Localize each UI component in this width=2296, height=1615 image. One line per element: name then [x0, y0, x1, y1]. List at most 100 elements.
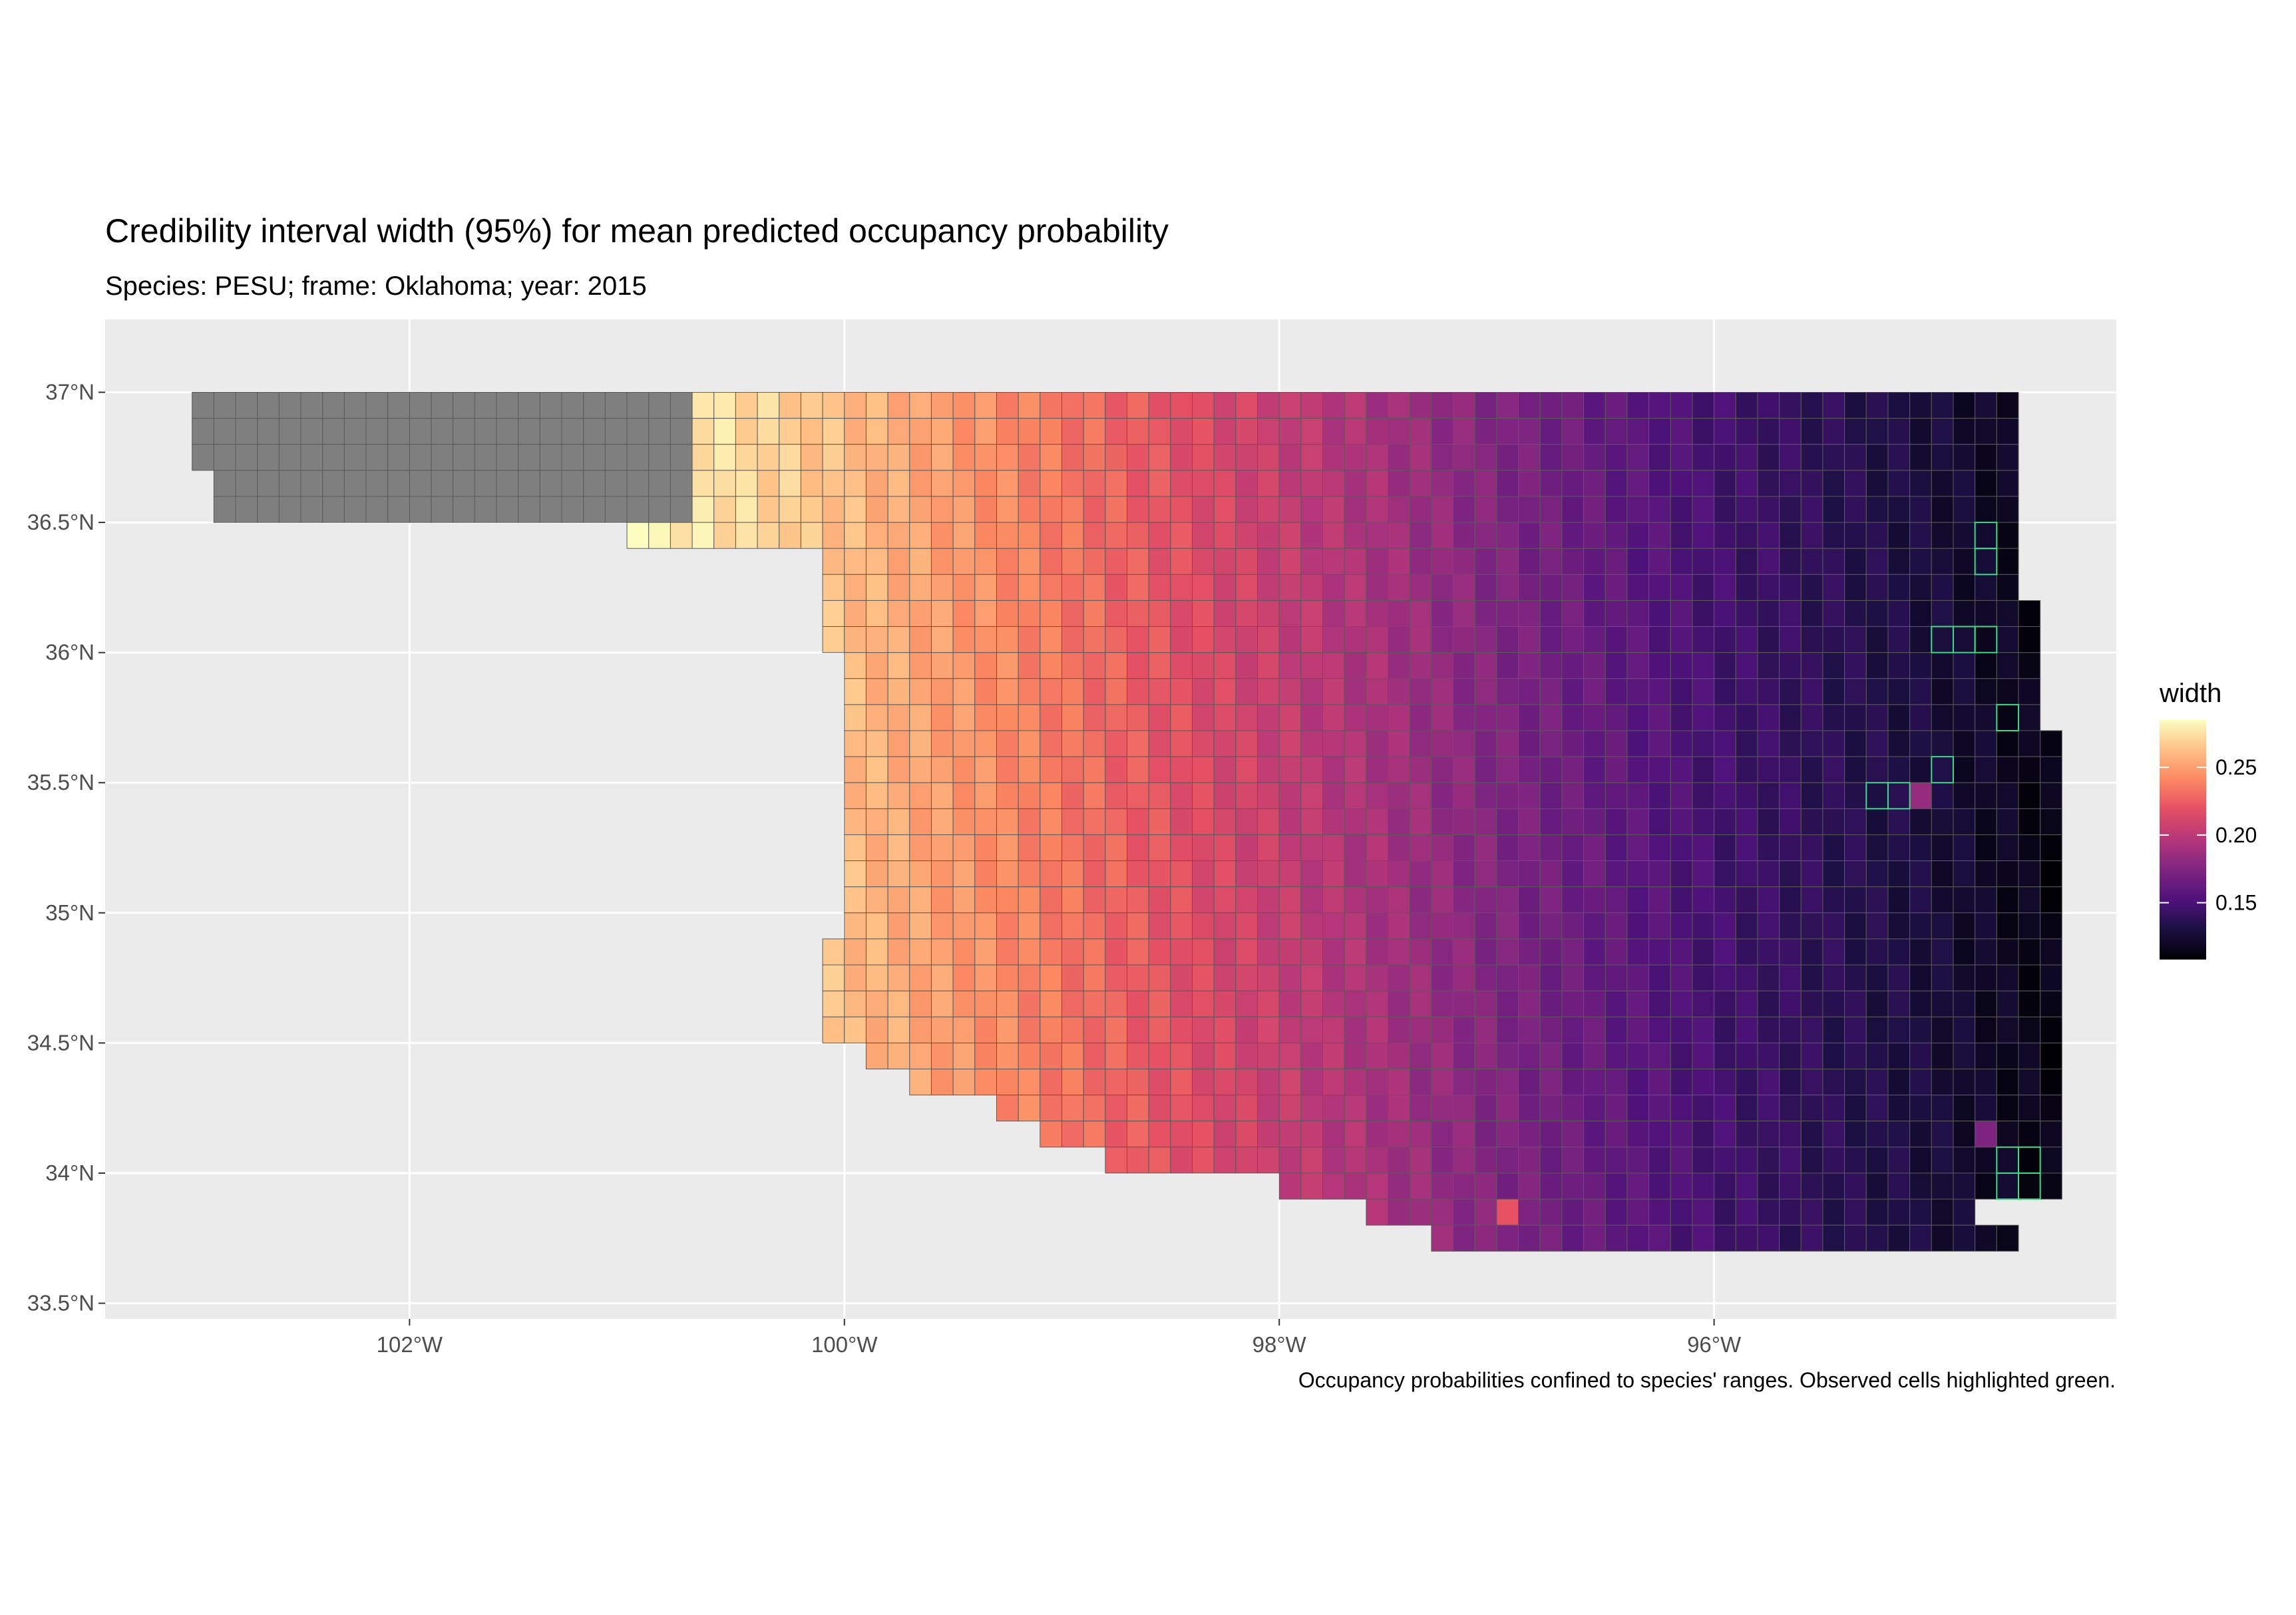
- map-cell: [974, 548, 997, 575]
- map-cell: [1909, 522, 1932, 549]
- map-cell: [1213, 1069, 1237, 1096]
- map-cell: [1388, 912, 1410, 940]
- map-cell: [1561, 756, 1585, 783]
- map-cell: [865, 704, 888, 731]
- map-cell: [1061, 392, 1084, 419]
- map-cell: [626, 444, 650, 471]
- map-cell: [1605, 392, 1628, 419]
- map-cell: [1366, 704, 1389, 731]
- map-cell: [1496, 938, 1519, 966]
- map-cell: [1192, 1069, 1215, 1096]
- map-cell: [1518, 756, 1541, 783]
- map-cell: [1322, 1147, 1345, 1174]
- map-cell: [1909, 496, 1932, 523]
- map-cell: [1714, 626, 1736, 653]
- map-cell: [1626, 392, 1650, 419]
- map-cell: [1213, 1095, 1237, 1122]
- map-cell: [1626, 1198, 1650, 1226]
- map-cell: [1235, 1147, 1258, 1174]
- map-cell: [930, 886, 954, 914]
- map-cell: [930, 1069, 954, 1096]
- map-cell: [1496, 964, 1519, 991]
- map-cell: [1409, 782, 1432, 809]
- map-cell: [2018, 886, 2041, 914]
- map-cell: [1844, 1172, 1867, 1200]
- map-cell: [1735, 1016, 1758, 1043]
- map-cell: [1865, 392, 1889, 419]
- map-cell: [1213, 444, 1237, 471]
- map-cell: [1931, 860, 1954, 888]
- map-cell: [1170, 1095, 1193, 1122]
- map-cell: [1474, 912, 1497, 940]
- map-cell: [844, 418, 866, 445]
- map-cell: [909, 444, 932, 471]
- map-cell: [1735, 938, 1758, 966]
- map-cell: [1865, 1172, 1889, 1200]
- map-cell: [1714, 990, 1736, 1017]
- map-cell: [844, 990, 866, 1017]
- map-cell: [1909, 1016, 1932, 1043]
- map-cell: [865, 1042, 888, 1070]
- map-cell: [1409, 418, 1432, 445]
- map-cell: [322, 418, 345, 445]
- map-cell: [1975, 990, 1997, 1017]
- map-cell: [1496, 1095, 1519, 1122]
- map-cell: [1648, 678, 1671, 705]
- map-cell: [1757, 1016, 1780, 1043]
- map-cell: [1626, 964, 1650, 991]
- map-cell: [1800, 678, 1823, 705]
- map-cell: [1518, 496, 1541, 523]
- map-cell: [1366, 626, 1389, 653]
- map-cell: [1278, 678, 1302, 705]
- legend-break-label: 0.15: [2215, 891, 2257, 915]
- map-cell: [1822, 470, 1845, 497]
- map-cell: [1648, 392, 1671, 419]
- map-cell: [1561, 964, 1585, 991]
- map-cell: [1757, 522, 1780, 549]
- map-cell: [800, 444, 823, 471]
- map-cell: [1409, 1198, 1432, 1226]
- map-cell: [996, 418, 1019, 445]
- map-cell: [1235, 990, 1258, 1017]
- map-cell: [2018, 964, 2041, 991]
- map-cell: [1300, 1016, 1324, 1043]
- map-cell: [1409, 1147, 1432, 1174]
- map-cell: [1322, 652, 1345, 679]
- map-cell: [1670, 886, 1693, 914]
- map-cell: [1605, 418, 1628, 445]
- map-cell: [1539, 782, 1563, 809]
- map-cell: [1474, 470, 1497, 497]
- map-cell: [1975, 886, 1997, 914]
- map-cell: [1322, 886, 1345, 914]
- map-cell: [1648, 808, 1671, 835]
- map-cell: [1605, 860, 1628, 888]
- map-cell: [930, 938, 954, 966]
- map-cell: [1496, 600, 1519, 628]
- map-cell: [1996, 574, 2019, 601]
- map-cell: [1453, 990, 1475, 1017]
- map-cell: [496, 418, 519, 445]
- map-cell: [278, 496, 301, 523]
- map-cell: [1909, 444, 1932, 471]
- map-cell: [1605, 756, 1628, 783]
- map-cell: [1605, 990, 1628, 1017]
- map-cell: [1670, 860, 1693, 888]
- map-cell: [1344, 1095, 1367, 1122]
- map-cell: [1865, 912, 1889, 940]
- map-cell: [1278, 756, 1302, 783]
- map-cell: [1800, 1016, 1823, 1043]
- map-cell: [1127, 444, 1149, 471]
- map-cell: [1105, 1095, 1127, 1122]
- map-cell: [1409, 964, 1432, 991]
- map-cell: [1213, 938, 1237, 966]
- map-cell: [1865, 1095, 1889, 1122]
- map-cell: [235, 444, 258, 471]
- map-cell: [1518, 1042, 1541, 1070]
- map-cell: [1148, 782, 1171, 809]
- map-cell: [1953, 678, 1976, 705]
- map-cell: [2018, 1016, 2041, 1043]
- map-cell: [2040, 938, 2062, 966]
- map-cell: [1322, 808, 1345, 835]
- map-cell: [1757, 964, 1780, 991]
- map-cell: [1040, 1069, 1062, 1096]
